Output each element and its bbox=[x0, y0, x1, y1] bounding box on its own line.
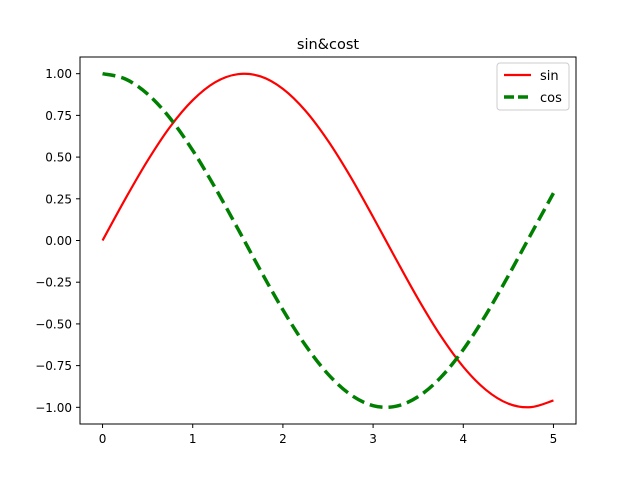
chart-title: sin&cost bbox=[297, 37, 359, 53]
series-layer bbox=[101, 71, 555, 410]
series-sin-line bbox=[101, 72, 554, 409]
x-tick-label: 4 bbox=[459, 432, 467, 446]
y-tick-label: 1.00 bbox=[45, 67, 72, 81]
y-tick-label: 0.50 bbox=[45, 151, 72, 165]
y-tick-label: 0.00 bbox=[45, 234, 72, 248]
y-axis: 1.00 0.75 0.50 0.25 0.00 −0.25 −0.50 −0.75 −1.00 bbox=[35, 67, 80, 415]
x-tick-label: 1 bbox=[189, 432, 197, 446]
x-tick-label: 0 bbox=[99, 432, 107, 446]
y-tick-label: −0.75 bbox=[35, 359, 72, 373]
legend: sin cos bbox=[496, 62, 570, 111]
x-tick-label: 3 bbox=[369, 432, 377, 446]
y-tick-label: 0.25 bbox=[45, 192, 72, 206]
y-tick-label: −0.50 bbox=[35, 317, 72, 331]
y-tick-label: 0.75 bbox=[45, 109, 72, 123]
series-cos-line bbox=[102, 71, 555, 410]
y-tick-label: −0.25 bbox=[35, 276, 72, 290]
x-axis: 0 1 2 3 4 5 bbox=[99, 424, 558, 446]
legend-sin-label: sin bbox=[540, 69, 559, 84]
x-tick-label: 5 bbox=[550, 432, 558, 446]
y-tick-label: −1.00 bbox=[35, 401, 72, 415]
x-tick-label: 2 bbox=[279, 432, 287, 446]
legend-cos-label: cos bbox=[540, 91, 562, 106]
